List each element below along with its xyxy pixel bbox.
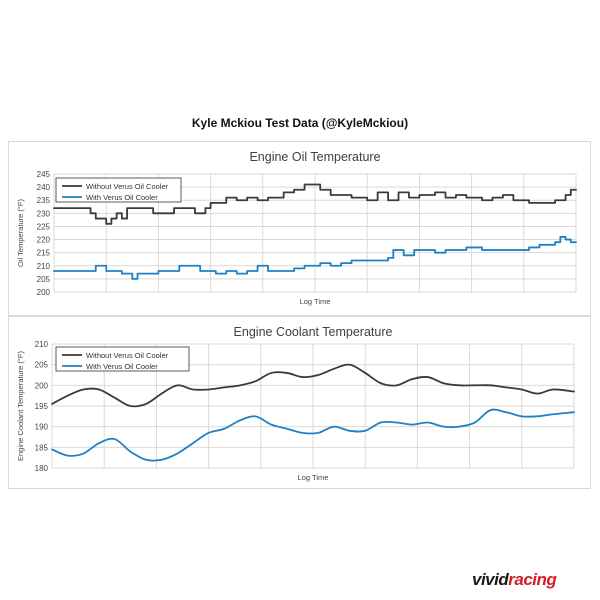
- y-tick-label: 210: [35, 340, 49, 349]
- y-tick-label: 195: [35, 402, 49, 411]
- coolant-temperature-chart: Engine Coolant Temperature 180 185 190 195 20…: [8, 316, 591, 489]
- y-tick-label: 235: [37, 196, 51, 205]
- y-tick-label: 245: [37, 170, 51, 179]
- y-tick-label: 220: [37, 236, 51, 245]
- y-tick-label: 230: [37, 209, 51, 218]
- legend-label-without: Without Verus Oil Cooler: [86, 182, 169, 191]
- y-tick-label: 225: [37, 222, 51, 231]
- y-tick-label: 200: [35, 381, 49, 390]
- legend-box: [55, 346, 190, 372]
- y-axis-label: Engine Coolant Temperature (°F): [16, 350, 25, 461]
- y-tick-label: 190: [35, 423, 49, 432]
- y-tick-label: 180: [35, 464, 49, 473]
- y-axis-label: Oil Temperature (°F): [16, 199, 25, 267]
- coolant-temperature-svg: Engine Coolant Temperature 180 185 190 195 20…: [16, 325, 575, 482]
- series-without-cooler-line: [51, 363, 575, 408]
- x-axis-label: Log Time: [298, 473, 329, 482]
- legend-label-with: With Verus Oil Cooler: [86, 362, 158, 371]
- legend-label-without: Without Verus Oil Cooler: [86, 351, 169, 360]
- y-tick-label: 215: [37, 249, 51, 258]
- series-without-cooler-line: [53, 183, 577, 225]
- chart-title: Engine Oil Temperature: [249, 150, 380, 164]
- series-with-cooler-line: [53, 236, 577, 280]
- y-tick-label: 200: [37, 288, 51, 297]
- y-tick-label: 210: [37, 262, 51, 271]
- y-tick-label: 205: [35, 361, 49, 370]
- y-tick-label: 185: [35, 443, 49, 452]
- logo-part-2: racing: [508, 570, 557, 589]
- oil-temperature-chart: Engine Oil Temperature 200 205 210 215 220 225…: [8, 141, 591, 316]
- legend-box: [55, 177, 182, 203]
- oil-temperature-svg: Engine Oil Temperature 200 205 210 215 220 225…: [16, 150, 577, 306]
- legend-label-with: With Verus Oil Cooler: [86, 193, 158, 202]
- vividracing-logo: vividracing: [472, 570, 557, 590]
- chart-title: Engine Coolant Temperature: [234, 325, 393, 339]
- y-tick-label: 205: [37, 275, 51, 284]
- y-tick-label: 240: [37, 183, 51, 192]
- logo-part-1: vivid: [472, 570, 509, 589]
- x-axis-label: Log Time: [300, 297, 331, 306]
- series-with-cooler-line: [51, 408, 575, 462]
- page-title: Kyle Mckiou Test Data (@KyleMckiou): [191, 116, 409, 130]
